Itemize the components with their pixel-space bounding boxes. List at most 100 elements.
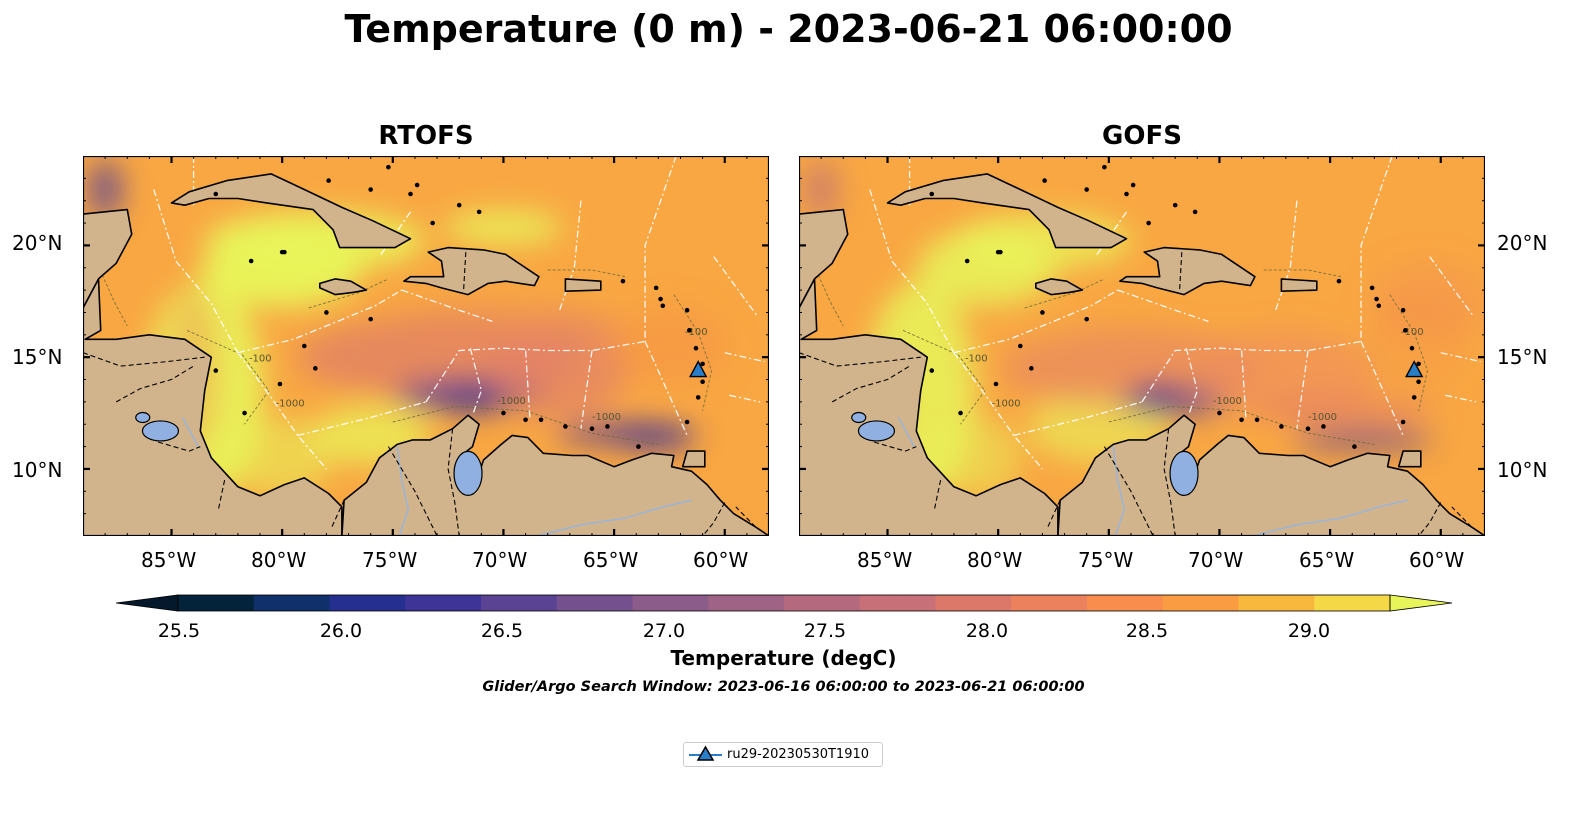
land-south-america (341, 414, 769, 536)
contour-label: -100 (1401, 327, 1424, 338)
y-tick-label: 20°N (12, 231, 63, 255)
land-jamaica (319, 278, 368, 296)
contour-label: -1000 (497, 396, 526, 407)
contour-label: -1000 (592, 412, 621, 423)
map-gofs[interactable]: -100-1000-1000-1000-100-100 (799, 156, 1485, 536)
x-tick-label: 60°W (1409, 548, 1465, 572)
islet (1146, 220, 1151, 226)
river (181, 417, 199, 447)
islet (248, 258, 254, 264)
islet (993, 381, 999, 387)
islet (213, 368, 219, 373)
river (1252, 499, 1408, 536)
islet (1279, 424, 1284, 429)
colorbar-label: Temperature (degC) (670, 646, 897, 670)
land-trinidad (1397, 450, 1422, 468)
islet (456, 202, 462, 208)
islet (605, 424, 610, 429)
y-tick-label: 15°N (1497, 345, 1548, 369)
lake (851, 411, 867, 424)
figure-title: Temperature (0 m) - 2023-06-21 06:00:00 (344, 7, 1233, 51)
islet (282, 249, 287, 255)
contour-label: -1000 (276, 398, 305, 409)
islet (1305, 426, 1311, 432)
country-border (1103, 446, 1154, 536)
y-tick-label: 15°N (12, 345, 63, 369)
colorbar-segment (708, 595, 785, 611)
contour-label: -100 (685, 327, 708, 338)
islet (1416, 379, 1421, 385)
legend-label-glider: ru29-20230530T1910 (727, 747, 870, 762)
country-border (83, 352, 205, 367)
islet (1411, 395, 1417, 400)
map-rtofs[interactable]: -100-1000-1000-1000-100-100 (83, 156, 769, 536)
colorbar-tick-label: 27.5 (803, 620, 847, 642)
river (1112, 446, 1126, 536)
islet (1400, 419, 1406, 425)
colorbar-tick-label: 26.5 (480, 620, 524, 642)
country-border (158, 441, 201, 452)
country-border (387, 446, 438, 536)
islet (1102, 164, 1107, 170)
islet (589, 426, 595, 432)
colorbar-tick-label: 26.0 (319, 620, 363, 642)
islet (414, 182, 420, 188)
land-puerto-rico (564, 278, 602, 292)
lake (857, 420, 896, 442)
country-border (874, 441, 917, 452)
colorbar (116, 594, 1452, 612)
eez-boundaries (153, 156, 765, 470)
islet (1416, 361, 1421, 367)
colorbar-extend-min (116, 594, 179, 612)
river (536, 499, 692, 536)
islet (368, 187, 373, 192)
land-trinidad (681, 450, 706, 468)
colorbar-tick-label: 25.5 (157, 620, 201, 642)
country-border (115, 365, 194, 403)
x-tick-label: 60°W (693, 548, 749, 572)
islet (1409, 345, 1415, 351)
lake (453, 450, 483, 497)
country-border (1046, 499, 1061, 530)
islet (1336, 278, 1342, 284)
river (897, 417, 915, 447)
colorbar-segment (1314, 595, 1391, 611)
islet (326, 178, 331, 183)
colorbar-tick-label: 29.0 (1287, 620, 1331, 642)
colorbar-segment (859, 595, 937, 611)
contour-label: -1000 (1308, 412, 1337, 423)
colorbar-segment (632, 595, 709, 611)
islet (408, 191, 413, 197)
country-border (1179, 252, 1183, 291)
x-tick-label: 75°W (362, 548, 418, 572)
colorbar-segment (1238, 595, 1315, 611)
colorbar-segment (556, 595, 634, 611)
islet (693, 345, 699, 351)
colorbar-segment (253, 595, 331, 611)
islet (684, 307, 690, 313)
colorbar-segment (405, 595, 482, 611)
islet (538, 417, 544, 423)
islet (324, 310, 329, 315)
islet (998, 249, 1003, 255)
islet (658, 296, 663, 302)
contour-label: -1000 (992, 398, 1021, 409)
islet (684, 419, 690, 425)
colorbar-segment (178, 595, 255, 611)
land-jamaica (1035, 278, 1084, 296)
islet (653, 285, 659, 291)
axis-ticks (83, 156, 769, 536)
islet (700, 361, 705, 367)
map-frame-border (799, 156, 1485, 536)
contour-label: -100 (249, 354, 272, 365)
islet (1084, 187, 1089, 192)
legend: ru29-20230530T1910 (683, 742, 883, 767)
land-puerto-rico (1280, 278, 1318, 292)
glider-marker[interactable] (689, 360, 708, 378)
islet (1040, 310, 1045, 315)
x-tick-label: 80°W (967, 548, 1023, 572)
islet (1172, 202, 1178, 208)
panel-title-gofs: GOFS (1102, 121, 1182, 151)
islet (929, 368, 935, 373)
glider-marker[interactable] (1405, 360, 1424, 378)
